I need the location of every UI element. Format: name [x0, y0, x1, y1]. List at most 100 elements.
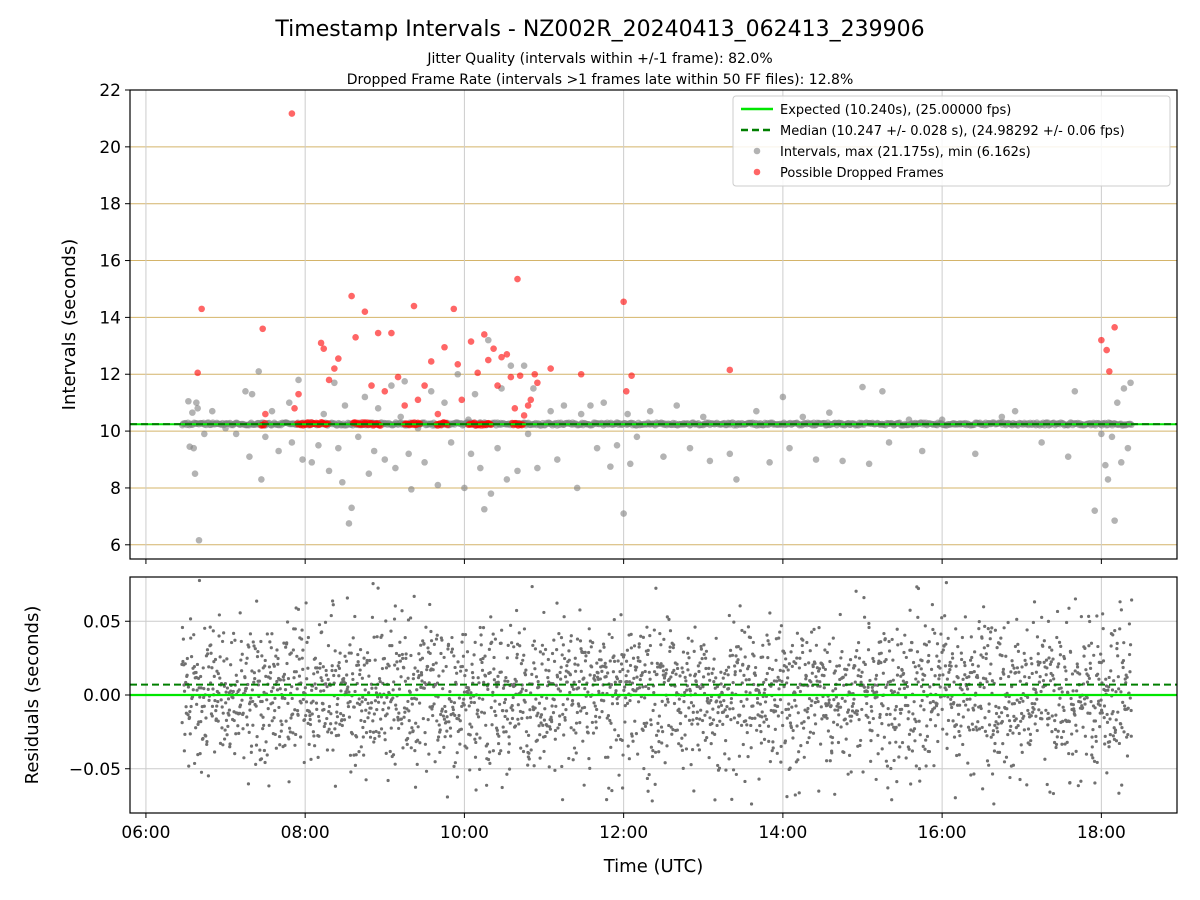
residual-point [683, 690, 687, 695]
residual-point [817, 789, 821, 793]
interval-point [481, 505, 488, 513]
residual-point [212, 674, 216, 678]
y-tick-label: 14 [99, 308, 121, 328]
residual-point [453, 713, 457, 717]
residual-point [283, 688, 288, 692]
residual-point [460, 640, 464, 644]
residual-point [868, 678, 872, 683]
residual-point [535, 714, 539, 718]
dropped-frame-point [1098, 336, 1105, 344]
residual-point [598, 677, 602, 681]
residual-point [920, 658, 924, 663]
residual-point [563, 715, 567, 720]
residual-point [692, 789, 696, 793]
residual-point [679, 711, 683, 715]
residual-point [479, 643, 483, 647]
residual-point [954, 664, 958, 668]
residual-point [287, 726, 292, 730]
residual-point [386, 706, 391, 710]
residual-point [882, 735, 886, 739]
residual-point [461, 654, 466, 658]
residual-point [977, 627, 981, 631]
residual-point [1015, 666, 1020, 670]
residual-point [431, 662, 435, 667]
residual-point [406, 736, 410, 741]
residual-point [449, 734, 453, 738]
residual-point [1107, 685, 1111, 689]
residual-point [1075, 662, 1079, 666]
residual-point [217, 613, 221, 617]
interval-point [530, 385, 537, 392]
residual-point [265, 698, 269, 702]
residual-point [1088, 661, 1092, 665]
residual-point [1099, 661, 1103, 665]
residual-point [970, 655, 974, 660]
residual-point [955, 753, 959, 758]
dropped-frame-point [494, 382, 501, 389]
residual-point [791, 736, 795, 740]
residual-point [476, 715, 481, 719]
residual-point [465, 650, 470, 654]
residual-point [364, 778, 368, 782]
residual-point [290, 696, 294, 701]
residual-point [209, 643, 213, 647]
residual-point [763, 687, 767, 692]
residual-point [307, 742, 311, 746]
residual-point [363, 719, 367, 724]
residual-point [221, 711, 225, 715]
dropped-frame-point [484, 356, 492, 364]
residual-point [798, 689, 802, 694]
residual-point [1068, 781, 1072, 785]
residual-point [802, 720, 806, 724]
interval-point [339, 478, 346, 486]
residual-point [686, 636, 690, 640]
residual-point [685, 661, 689, 666]
residual-point [297, 657, 301, 661]
residual-point [935, 642, 940, 646]
residual-point [926, 659, 931, 663]
residual-point [642, 721, 646, 726]
residual-point [637, 642, 641, 646]
residual-point [940, 650, 944, 654]
residual-point [437, 723, 441, 727]
residual-point [269, 689, 274, 694]
residual-point [429, 639, 434, 643]
residual-point [650, 661, 654, 665]
residual-point [1043, 757, 1047, 761]
residual-point [614, 738, 618, 742]
residual-point [510, 704, 514, 708]
residual-point [753, 716, 757, 720]
residual-point [1016, 649, 1021, 653]
residual-point [897, 687, 902, 691]
interval-point [553, 456, 561, 463]
residual-point [301, 648, 305, 652]
residual-point [499, 749, 503, 753]
dropped-frame-point [628, 372, 635, 379]
residual-point [370, 615, 375, 619]
residual-point [874, 677, 878, 681]
residual-point [1044, 708, 1048, 712]
residual-point [879, 651, 883, 655]
residual-point [187, 764, 191, 768]
residual-point [588, 673, 592, 677]
residual-point [724, 738, 728, 743]
residual-point [609, 721, 613, 725]
residual-point [445, 729, 449, 733]
residual-point [727, 757, 731, 761]
residual-point [970, 722, 974, 726]
interval-point [626, 460, 634, 468]
residual-point [627, 757, 631, 761]
residual-point [980, 636, 984, 640]
residual-point [219, 698, 223, 702]
residual-point [304, 713, 308, 718]
residual-point [1091, 756, 1095, 760]
residual-point [621, 667, 625, 672]
residual-point [806, 706, 810, 711]
residual-point [591, 731, 596, 735]
residual-point [1114, 690, 1118, 694]
residual-point [588, 639, 593, 643]
residual-point [891, 678, 895, 682]
residual-point [451, 705, 455, 709]
interval-point [905, 416, 913, 424]
